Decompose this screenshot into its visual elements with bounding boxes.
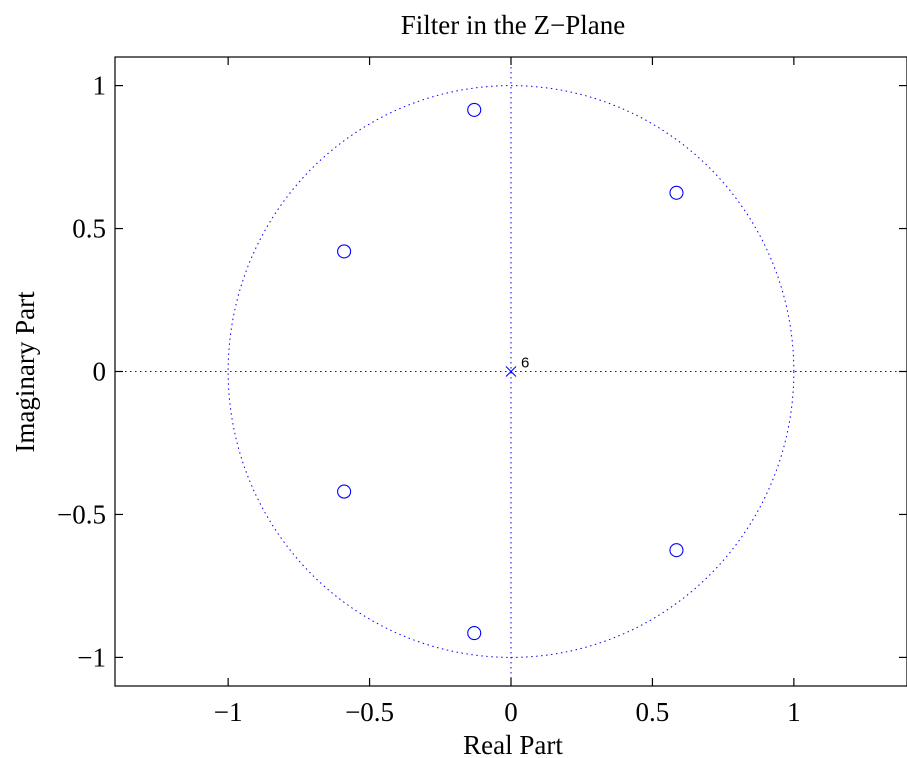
- plot-area: −1 −0.5 0 0.5 1 −1 −0.5 0 0.5 1 6: [57, 56, 907, 727]
- poles-series: 6: [505, 355, 529, 377]
- zero-marker: [669, 543, 684, 558]
- zero-marker: [467, 102, 482, 117]
- pole-multiplicity-label: 6: [521, 355, 529, 372]
- chart-title: Filter in the Z−Plane: [401, 10, 625, 40]
- y-tick-label: −1: [77, 642, 106, 672]
- x-tick-label: 1: [787, 697, 801, 727]
- zeros-series: [337, 102, 684, 641]
- x-tick-label: −0.5: [345, 697, 394, 727]
- x-axis-label: Real Part: [463, 730, 563, 758]
- y-tick-label: 0: [93, 357, 107, 387]
- x-tick-label: −1: [214, 697, 243, 727]
- x-tick-label: 0: [504, 697, 518, 727]
- y-tick-label: 0.5: [72, 214, 106, 244]
- y-axis-label: Imaginary Part: [10, 291, 40, 453]
- x-axis-ticks: −1 −0.5 0 0.5 1: [214, 57, 801, 727]
- y-tick-label: 1: [93, 71, 107, 101]
- zero-marker: [337, 484, 352, 499]
- pole-marker: [505, 366, 517, 377]
- y-tick-label: −0.5: [57, 499, 106, 529]
- zero-marker: [337, 244, 352, 259]
- zero-marker: [669, 185, 684, 200]
- zero-marker: [467, 626, 482, 641]
- x-tick-label: 0.5: [636, 697, 670, 727]
- unit-circle: [227, 85, 795, 658]
- y-axis-ticks: −1 −0.5 0 0.5 1: [57, 71, 907, 672]
